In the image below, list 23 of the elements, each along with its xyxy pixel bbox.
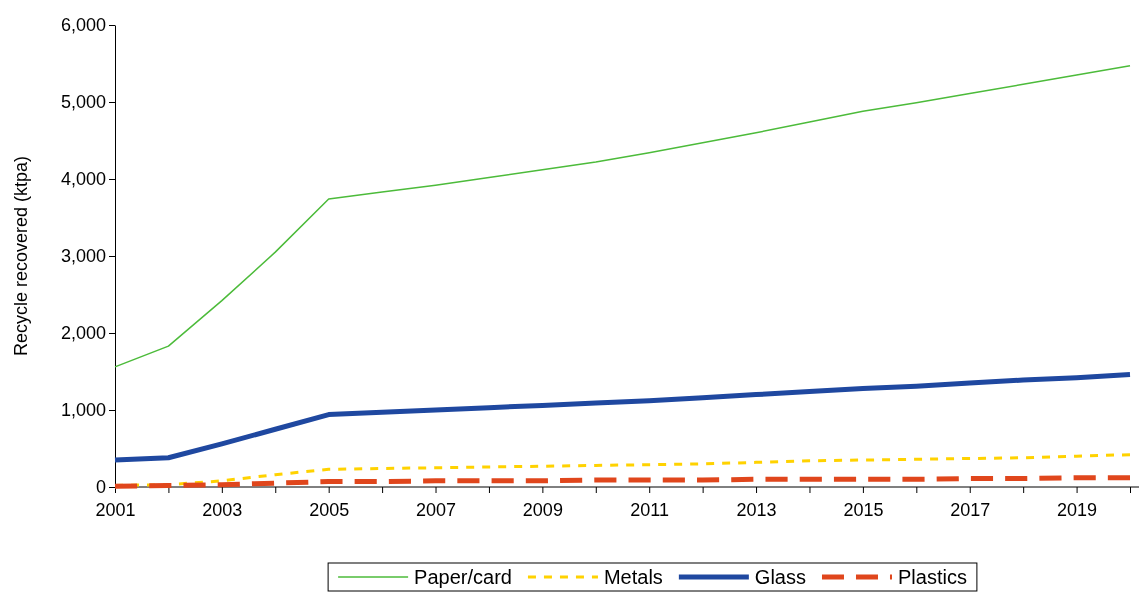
x-tick-label: 2003 xyxy=(202,499,243,520)
x-tick-label: 2011 xyxy=(630,499,670,520)
y-axis-title: Recycle recovered (ktpa) xyxy=(11,155,31,357)
x-tick-label: 2005 xyxy=(309,499,350,520)
y-tick-label: 5,000 xyxy=(60,92,106,113)
x-tick-label: 2007 xyxy=(416,499,457,520)
y-tick-label: 0 xyxy=(95,477,106,498)
x-tick-label: 2019 xyxy=(1057,499,1098,520)
y-tick-label: 3,000 xyxy=(60,246,106,267)
line-series xyxy=(114,65,1131,368)
x-tick-label: 2015 xyxy=(843,499,884,520)
legend-label: Paper/card xyxy=(414,566,512,588)
legend-label: Plastics xyxy=(897,566,967,588)
legend-label: Glass xyxy=(754,566,806,588)
x-tick-label: 2017 xyxy=(950,499,991,520)
y-tick-label: 2,000 xyxy=(60,323,106,344)
x-tick-label: 2009 xyxy=(522,499,563,520)
y-tick-label: 4,000 xyxy=(60,169,106,190)
x-tick-label: 2013 xyxy=(736,499,777,520)
y-tick-label: 6,000 xyxy=(60,15,106,36)
y-tick-label: 1,000 xyxy=(60,400,106,421)
legend-label: Metals xyxy=(603,566,663,588)
x-tick-label: 2001 xyxy=(95,499,136,520)
